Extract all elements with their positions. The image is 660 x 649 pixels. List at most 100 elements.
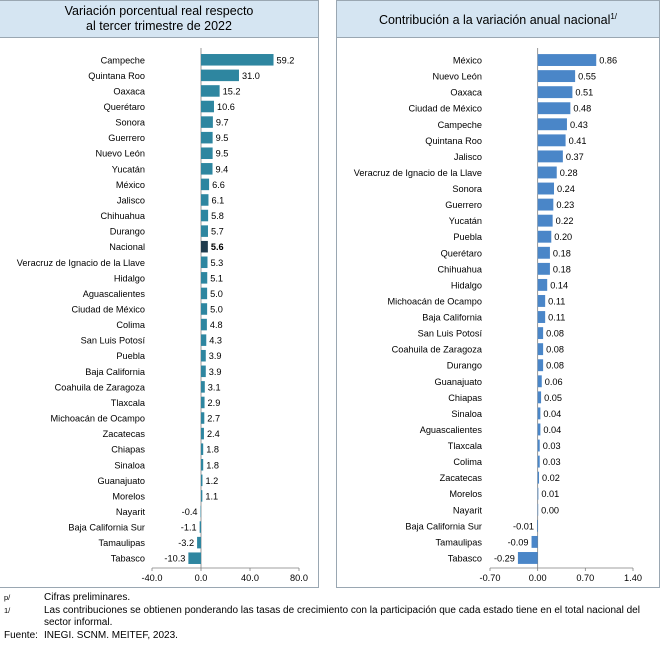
category-label: Sonora	[115, 118, 146, 128]
x-tick-label: 0.00	[529, 573, 547, 583]
value-label: 0.04	[543, 409, 561, 419]
category-label: Querétaro	[104, 102, 145, 112]
bar	[201, 396, 205, 409]
value-label: 0.48	[573, 104, 591, 114]
value-label: 5.0	[210, 289, 223, 299]
right-chart-title: Contribución a la variación anual nacion…	[337, 1, 659, 38]
bar	[201, 225, 208, 237]
category-label: Veracruz de Ignacio de la Llave	[354, 168, 482, 178]
category-label: Yucatán	[449, 216, 482, 226]
bar	[201, 349, 206, 362]
category-label: Quintana Roo	[425, 136, 482, 146]
value-label: 0.20	[554, 232, 572, 242]
value-label: 6.6	[212, 180, 225, 190]
bar	[201, 490, 203, 502]
value-label: 2.4	[207, 429, 220, 439]
bar	[537, 118, 567, 131]
value-label: 0.51	[575, 88, 593, 98]
bar	[537, 214, 553, 227]
left-chart-panel: Variación porcentual real respecto al te…	[0, 0, 319, 588]
value-label: 2.9	[208, 398, 221, 408]
value-label: 4.3	[209, 336, 222, 346]
category-label: Zacatecas	[440, 473, 483, 483]
value-label: 5.3	[210, 258, 223, 268]
value-label: -10.3	[164, 554, 185, 564]
bar	[537, 455, 540, 468]
category-label: Sinaloa	[451, 409, 483, 419]
right-bar-chart: México 0.86 Nuevo León 0.55 Oaxaca 0.51 Ciudad…	[354, 48, 642, 583]
category-label: Morelos	[449, 489, 482, 499]
x-tick-label: 40.0	[241, 573, 259, 583]
category-label: Michoacán de Ocampo	[388, 296, 482, 306]
value-label: -0.09	[508, 537, 529, 547]
category-label: Oaxaca	[113, 86, 146, 96]
category-label: Tlaxcala	[111, 398, 146, 408]
category-label: Baja California	[85, 367, 146, 377]
category-label: Nuevo León	[432, 72, 482, 82]
category-label: Querétaro	[441, 248, 482, 258]
category-label: Quintana Roo	[88, 71, 145, 81]
value-label: -0.4	[182, 507, 198, 517]
category-label: Aguascalientes	[420, 425, 483, 435]
category-label: Chihuahua	[101, 211, 146, 221]
bar	[199, 521, 201, 533]
category-label: Chiapas	[111, 445, 145, 455]
right-chart-title-text: Contribución a la variación anual nacion…	[378, 13, 611, 28]
bar	[201, 318, 207, 331]
value-label: 0.08	[546, 329, 564, 339]
value-label: 0.04	[543, 425, 561, 435]
category-label: Campeche	[101, 55, 145, 65]
category-label: Yucatán	[112, 164, 145, 174]
category-label: Ciudad de México	[408, 104, 482, 114]
value-label: 0.02	[542, 473, 560, 483]
left-chart-title: Variación porcentual real respecto al te…	[0, 1, 318, 38]
bar	[201, 131, 213, 144]
bar	[201, 100, 214, 113]
bar	[201, 412, 205, 424]
value-label: -3.2	[178, 538, 194, 548]
category-label: Colima	[116, 320, 145, 330]
value-label: 59.2	[277, 55, 295, 65]
value-label: 5.8	[211, 211, 224, 221]
value-label: -0.29	[494, 553, 515, 563]
value-label: 1.2	[205, 476, 218, 486]
source-label: Fuente:	[4, 629, 38, 641]
category-label: Durango	[447, 361, 482, 371]
bar	[537, 246, 550, 259]
category-label: Guerrero	[108, 133, 145, 143]
bar	[537, 439, 540, 452]
bar	[201, 287, 208, 300]
value-label: 9.5	[216, 133, 229, 143]
bar	[537, 503, 539, 516]
footnote-text: Cifras preliminares.	[44, 592, 131, 603]
bar	[201, 147, 213, 160]
footnote-text: Las contribuciones se obtienen ponderand…	[44, 604, 640, 629]
footnote-preliminary: p/ Cifras preliminares.	[4, 592, 656, 605]
x-tick-label: 0.70	[576, 573, 594, 583]
bar	[537, 391, 542, 404]
footnote-source: Fuente: INEGI. SCNM. MEITEF, 2023.	[4, 630, 656, 643]
bar	[537, 359, 544, 372]
left-chart-title-line-2: al tercer trimestre de 2022	[86, 19, 232, 33]
value-label: 5.1	[210, 273, 223, 283]
category-label: Jalisco	[117, 195, 145, 205]
category-label: Tamaulipas	[436, 537, 483, 547]
category-label: Tlaxcala	[448, 441, 483, 451]
category-label: Baja California Sur	[405, 521, 482, 531]
category-label: Jalisco	[454, 152, 482, 162]
category-label: Guerrero	[445, 200, 482, 210]
bar	[201, 85, 220, 97]
category-label: Puebla	[453, 232, 482, 242]
category-label: Baja California Sur	[68, 523, 145, 533]
value-label: 3.9	[209, 351, 222, 361]
footnote-mark: p/	[4, 593, 11, 602]
bar	[201, 163, 213, 175]
category-label: Tabasco	[448, 553, 482, 563]
value-label: 0.43	[570, 120, 588, 130]
x-tick-label: 0.0	[195, 573, 208, 583]
bar	[537, 295, 546, 307]
value-label: 0.08	[546, 361, 564, 371]
value-label: 0.41	[569, 136, 587, 146]
bar	[201, 474, 203, 487]
category-label: Nayarit	[116, 507, 146, 517]
